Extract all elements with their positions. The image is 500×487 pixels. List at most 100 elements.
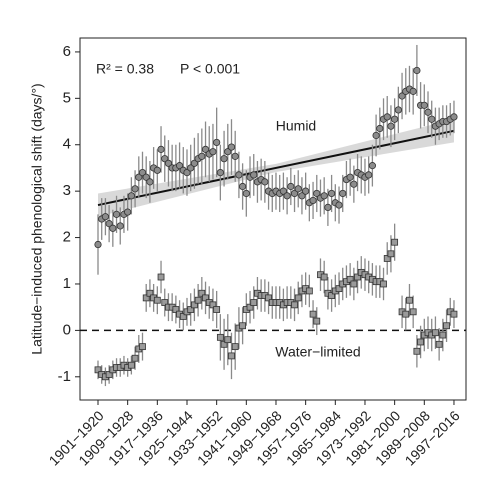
- point: [391, 238, 399, 246]
- point: [324, 203, 332, 211]
- point: [313, 317, 321, 325]
- point: [387, 250, 395, 258]
- point: [450, 113, 458, 121]
- point: [242, 189, 250, 198]
- point: [305, 287, 313, 295]
- point: [309, 310, 317, 318]
- point: [302, 187, 310, 195]
- point: [157, 145, 165, 153]
- y-tick-label: 5: [63, 89, 71, 106]
- point: [146, 178, 154, 186]
- point: [109, 224, 117, 232]
- point: [235, 171, 243, 179]
- point: [161, 155, 169, 163]
- point: [335, 201, 343, 209]
- point: [175, 162, 184, 170]
- y-tick-label: 3: [63, 182, 71, 199]
- point: [313, 189, 321, 198]
- point: [164, 159, 173, 167]
- p-value: P < 0.001: [180, 61, 240, 77]
- point: [227, 143, 236, 151]
- point: [202, 294, 209, 302]
- point: [387, 122, 395, 130]
- point: [250, 299, 258, 306]
- point: [191, 301, 198, 309]
- point: [320, 192, 328, 200]
- point: [239, 182, 247, 191]
- point: [231, 152, 239, 160]
- point: [391, 115, 399, 123]
- point: [383, 113, 391, 121]
- series-label: Water−limited: [275, 344, 360, 360]
- point: [209, 301, 217, 309]
- point: [190, 159, 199, 167]
- point: [142, 173, 150, 181]
- point: [350, 180, 358, 188]
- point: [350, 280, 358, 288]
- point: [443, 322, 450, 330]
- y-tick-label: 4: [63, 136, 71, 153]
- point: [428, 115, 436, 123]
- point: [365, 171, 373, 179]
- point: [187, 164, 195, 172]
- point: [194, 296, 202, 304]
- series-label: Humid: [276, 118, 316, 134]
- point: [283, 192, 291, 200]
- point: [161, 299, 169, 306]
- point: [157, 273, 165, 281]
- point: [228, 352, 235, 360]
- point: [328, 189, 336, 198]
- point: [220, 340, 228, 348]
- point: [424, 108, 432, 116]
- point: [287, 182, 295, 191]
- point: [439, 331, 447, 339]
- point: [354, 273, 361, 281]
- point: [413, 66, 421, 75]
- point: [261, 178, 269, 186]
- point: [213, 306, 221, 313]
- point: [127, 361, 135, 369]
- point: [131, 185, 139, 193]
- y-axis-label: Latitude−induced phenological shift (day…: [29, 83, 45, 354]
- point: [372, 131, 380, 140]
- y-tick-label: 6: [63, 43, 71, 60]
- point: [290, 189, 299, 198]
- point: [179, 313, 187, 320]
- point: [231, 343, 239, 351]
- point: [213, 138, 221, 147]
- point: [420, 101, 428, 109]
- point: [406, 296, 413, 304]
- point: [142, 294, 150, 302]
- r-squared: R² = 0.38: [96, 61, 154, 77]
- point: [224, 336, 232, 344]
- point: [309, 196, 317, 205]
- point: [346, 275, 354, 283]
- point: [187, 306, 195, 313]
- point: [339, 189, 347, 198]
- point: [94, 366, 102, 374]
- point: [320, 273, 328, 281]
- point: [216, 333, 224, 341]
- point: [101, 213, 110, 221]
- point: [279, 187, 287, 195]
- point: [250, 171, 258, 179]
- point: [201, 145, 210, 153]
- point: [394, 106, 402, 114]
- point: [220, 155, 228, 163]
- point: [246, 303, 254, 311]
- point: [291, 301, 298, 309]
- point: [124, 208, 132, 216]
- point: [198, 289, 206, 297]
- point: [298, 192, 306, 200]
- point: [135, 173, 143, 181]
- point: [153, 296, 161, 304]
- point: [172, 306, 180, 313]
- point: [224, 148, 232, 156]
- point: [413, 347, 421, 355]
- point: [335, 285, 343, 293]
- point: [368, 162, 376, 170]
- point: [346, 173, 354, 181]
- point: [376, 124, 384, 133]
- point: [294, 294, 302, 302]
